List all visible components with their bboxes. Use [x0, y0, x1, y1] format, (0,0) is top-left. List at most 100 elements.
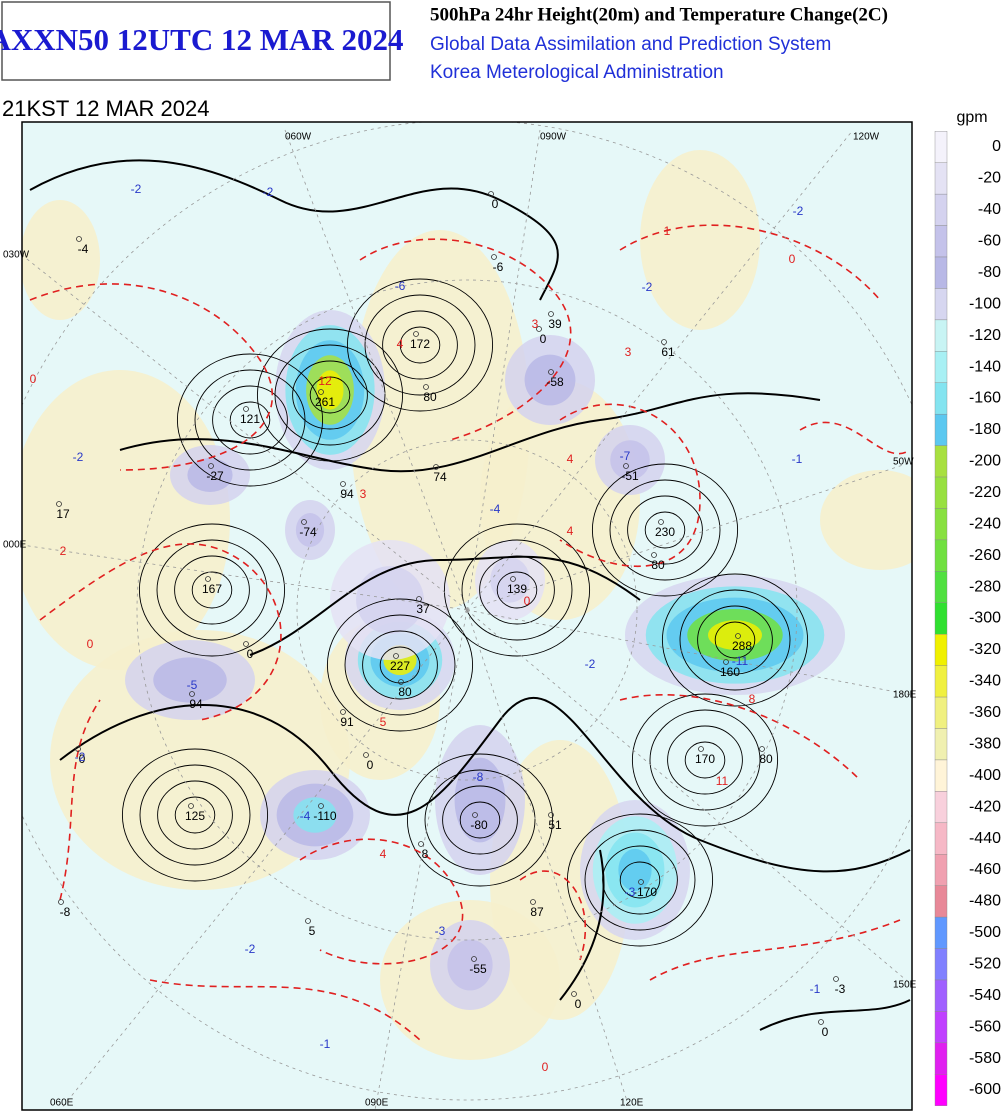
temperature-change-label: 11 [716, 774, 729, 788]
height-contour [191, 571, 233, 609]
center-marker [548, 311, 554, 317]
legend-swatch [934, 885, 948, 918]
grid-label: 180E [893, 690, 917, 701]
height-contour [684, 741, 726, 779]
height-contour [631, 693, 779, 827]
temperature-contour [559, 403, 701, 567]
map-frame [21, 121, 913, 1111]
center-marker [318, 389, 324, 395]
temperature-change-label: -1 [792, 452, 803, 466]
temperature-change-label: 3 [360, 487, 367, 501]
grid-label: 50W [893, 457, 914, 468]
legend-label: -60 [978, 233, 1001, 250]
legend-swatch [934, 665, 948, 698]
legend-label: -500 [969, 924, 1001, 941]
height-change-label: 80 [759, 752, 773, 766]
temperature-change-label: -4 [300, 809, 311, 823]
height-change-label: -74 [299, 525, 317, 539]
temperature-change-label: -5 [187, 678, 198, 692]
grid-label: 090W [540, 132, 567, 143]
height-contour [174, 555, 250, 625]
legend-label: -180 [969, 421, 1001, 438]
height-contour [424, 769, 536, 871]
temperature-change-label: 0 [789, 252, 796, 266]
legend-swatch [934, 571, 948, 603]
graticule [466, 609, 912, 986]
height-contour [364, 294, 476, 396]
height-change-label: 261 [315, 395, 335, 409]
temperature-change-label: -8 [473, 770, 484, 784]
height-contour [399, 326, 441, 364]
height-change-label: 39 [548, 317, 562, 331]
temperature-change-label: 3 [625, 345, 632, 359]
chart-title: AXXN50 12UTC 12 MAR 2024 [0, 22, 404, 57]
height-contour [292, 360, 368, 430]
grid-label: 060W [285, 132, 312, 143]
legend-label: -340 [969, 673, 1001, 690]
temperature-change-label: -2 [73, 450, 84, 464]
height-change-label: 121 [240, 412, 260, 426]
temperature-contour [519, 870, 586, 961]
height-fall-shading [490, 557, 530, 603]
legend-label: -480 [969, 893, 1001, 910]
height-change-label: 80 [423, 390, 437, 404]
graticule [136, 279, 798, 941]
height-contour [644, 511, 686, 549]
center-marker [208, 463, 214, 469]
center-marker [205, 576, 211, 582]
temperature-change-label: -3 [435, 924, 446, 938]
height-change-label: -27 [206, 469, 224, 483]
graticule [22, 544, 468, 611]
grid-label: 120E [620, 1098, 644, 1109]
center-marker [76, 236, 82, 242]
legend-swatch [934, 634, 948, 666]
center-marker [189, 691, 195, 697]
height-contour [362, 630, 438, 700]
height-change-label: 94 [340, 487, 354, 501]
height-change-label: 0 [822, 1025, 829, 1039]
legend-swatch [934, 256, 948, 289]
height-contour [627, 495, 703, 565]
temperature-change-label: 4 [380, 847, 387, 861]
legend-label: -440 [969, 830, 1001, 847]
legend-label: -100 [969, 295, 1001, 312]
temperature-change-label: 8 [749, 692, 756, 706]
height-change-label: -170 [633, 885, 657, 899]
height-change-label: 170 [695, 752, 715, 766]
legend-label: -160 [969, 390, 1001, 407]
legend-label: -380 [969, 735, 1001, 752]
legend-swatch [934, 131, 948, 163]
temperature-change-label: -2 [263, 185, 274, 199]
height-contour [309, 376, 351, 414]
legend-swatch [934, 1042, 948, 1075]
legend-swatch [934, 854, 948, 886]
height-change-label: 51 [548, 818, 562, 832]
center-marker [188, 803, 194, 809]
valid-time: 21KST 12 MAR 2024 [2, 96, 210, 121]
legend-swatch [934, 822, 948, 855]
height-change-label: 0 [367, 758, 374, 772]
temperature-contour [619, 224, 881, 301]
legend-label: -360 [969, 704, 1001, 721]
graticule [466, 129, 854, 611]
legend-swatch [934, 759, 948, 792]
legend-swatch [934, 162, 948, 195]
height-contour [382, 310, 458, 380]
temperature-contour [29, 283, 273, 471]
map-layer [22, 122, 912, 1110]
agency-name: Korea Meterological Administration [430, 62, 724, 83]
center-marker [243, 641, 249, 647]
legend-swatch [934, 916, 948, 949]
height-change-label: 167 [202, 582, 222, 596]
legend-label: -460 [969, 861, 1001, 878]
height-contour [176, 353, 324, 487]
temperature-change-label: -11 [732, 654, 749, 668]
center-marker [723, 659, 729, 665]
graticule [466, 609, 912, 696]
height-change-label: -51 [621, 469, 639, 483]
height-contour [619, 861, 661, 899]
height-contour [138, 523, 286, 657]
height-fall-shading [153, 657, 227, 703]
